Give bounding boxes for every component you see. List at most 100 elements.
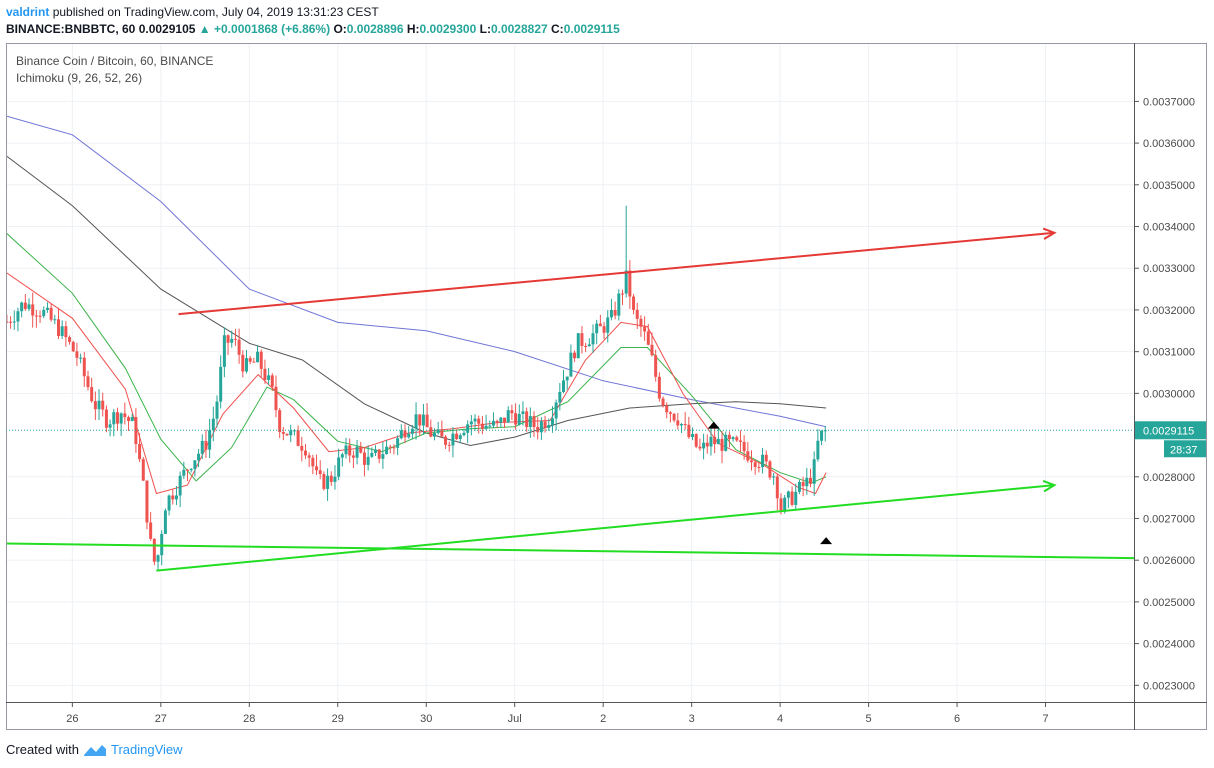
candle-body [307, 455, 311, 458]
x-tick-label: 30 [420, 713, 432, 725]
candle-body [362, 452, 366, 465]
x-tick-label: 4 [777, 713, 783, 725]
candle-body [543, 421, 547, 428]
candle-body [414, 414, 418, 429]
candle-body [348, 445, 352, 456]
candle-body [418, 414, 422, 426]
countdown-label: 28:37 [1170, 444, 1198, 456]
candle-body [462, 432, 466, 436]
candle-body [178, 475, 182, 496]
candle-body [407, 433, 411, 438]
y-tick-label: 0.0023000 [1143, 680, 1195, 692]
candle-body [333, 476, 337, 482]
candle-body [197, 453, 201, 461]
candle-body [521, 411, 525, 415]
candle-body [783, 497, 787, 512]
candle-body [241, 354, 245, 372]
candle-body [326, 475, 330, 489]
low-label: L: [479, 22, 491, 36]
candle-body [189, 468, 193, 471]
moving-average-line [6, 115, 827, 428]
candle-body [753, 462, 757, 467]
y-tick-label: 0.0024000 [1143, 639, 1195, 651]
trend-line [178, 231, 1055, 316]
trend-arrow-head [1042, 227, 1057, 240]
candle-body [226, 335, 230, 343]
open-value: 0.0028896 [346, 22, 404, 36]
candle-body [532, 416, 536, 428]
candle-body [329, 475, 333, 482]
price-chart[interactable]: 0.0037000 0.0036000 0.0035000 0.0034000 0.00… [6, 43, 1207, 730]
candle-body [385, 446, 389, 455]
candles [6, 205, 827, 571]
candle-body [731, 437, 735, 440]
candle-body [38, 315, 42, 317]
y-tick-label: 0.0036000 [1143, 138, 1195, 150]
y-tick-label: 0.0028000 [1143, 472, 1195, 484]
candle-body [259, 351, 263, 369]
candle-body [709, 436, 713, 447]
candle-body [491, 420, 495, 426]
last-price: 0.0029105 [138, 22, 196, 36]
candle-body [720, 438, 724, 451]
candle-body [42, 309, 46, 317]
candle-body [141, 459, 145, 481]
publish-info: published on TradingView.com, July 04, 2… [52, 5, 379, 19]
legend-indicator[interactable]: Ichimoku (9, 26, 52, 26) [16, 71, 143, 85]
candle-body [569, 352, 573, 377]
candle-body [591, 333, 595, 345]
candle-body [23, 302, 27, 309]
candle-body [359, 446, 363, 453]
candle-body [816, 440, 820, 460]
candle-body [742, 441, 746, 452]
candle-body [694, 434, 698, 447]
candle-body [79, 357, 83, 359]
candle-body [112, 412, 116, 425]
candle-body [643, 326, 647, 332]
candle-body [256, 351, 260, 363]
close-label: C: [551, 22, 564, 36]
candle-body [805, 477, 809, 487]
candle-body [267, 375, 271, 380]
x-tick-label: 3 [689, 713, 695, 725]
candle-body [635, 309, 639, 319]
candle-body [517, 414, 521, 425]
candle-body [425, 414, 429, 428]
candle-body [410, 428, 414, 434]
candle-body [296, 430, 300, 446]
candle-body [624, 270, 628, 294]
candle-body [628, 270, 632, 297]
candle-body [75, 351, 79, 358]
candle-body [318, 470, 322, 475]
author-name[interactable]: valdrint [6, 5, 50, 19]
candle-body [119, 413, 123, 424]
candle-body [244, 358, 248, 372]
x-tick-label: 7 [1042, 713, 1048, 725]
y-tick-label: 0.0034000 [1143, 222, 1195, 234]
candle-body [152, 538, 156, 562]
candle-body [451, 433, 455, 446]
candle-body [115, 412, 119, 424]
candle-body [775, 476, 779, 499]
symbol-name: BINANCE:BNBBTC, 60 [6, 22, 136, 36]
tradingview-logo-icon [83, 744, 106, 756]
candle-body [429, 427, 433, 437]
candle-body [687, 424, 691, 438]
candle-body [547, 425, 551, 428]
candle-body [45, 307, 49, 310]
candle-body [219, 366, 223, 402]
chart-border [6, 43, 1207, 730]
footer-brand[interactable]: TradingView [110, 742, 183, 757]
x-tick-label: 27 [155, 713, 167, 725]
close-value: 0.0029115 [563, 22, 620, 36]
candle-body [716, 438, 720, 445]
candle-body [779, 498, 783, 512]
price-tag-label: 0.0029115 [1143, 425, 1194, 437]
candle-body [9, 321, 13, 323]
low-value: 0.0028827 [490, 22, 548, 36]
candle-body [705, 442, 709, 447]
candle-body [300, 445, 304, 451]
candle-body [797, 481, 801, 492]
candle-body [750, 460, 754, 463]
candle-body [86, 376, 90, 388]
